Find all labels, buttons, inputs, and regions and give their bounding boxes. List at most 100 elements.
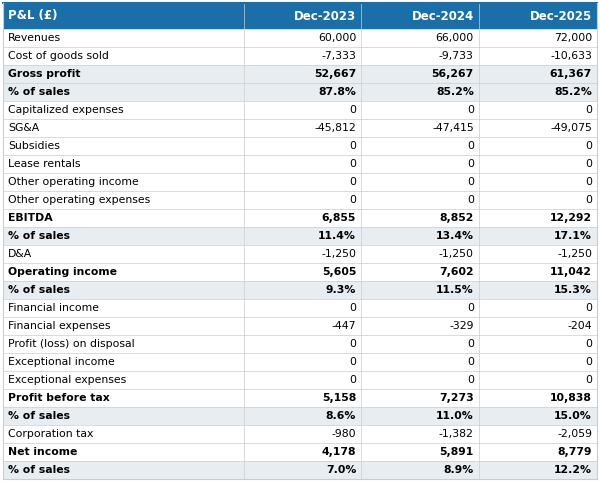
- Text: 11,042: 11,042: [550, 267, 592, 277]
- Text: 0: 0: [349, 105, 356, 115]
- Text: 5,891: 5,891: [440, 447, 474, 457]
- Bar: [3, 65, 597, 83]
- Bar: [3, 461, 597, 479]
- Text: 60,000: 60,000: [318, 33, 356, 43]
- Text: -329: -329: [449, 321, 474, 331]
- Text: -1,250: -1,250: [439, 249, 474, 259]
- Text: 61,367: 61,367: [550, 69, 592, 79]
- Bar: [3, 317, 597, 335]
- Text: Net income: Net income: [8, 447, 77, 457]
- Text: 85.2%: 85.2%: [554, 87, 592, 97]
- Text: 11.5%: 11.5%: [436, 285, 474, 295]
- Text: 6,855: 6,855: [322, 213, 356, 223]
- Text: -10,633: -10,633: [550, 51, 592, 61]
- Text: 13.4%: 13.4%: [436, 231, 474, 241]
- Bar: [3, 119, 597, 137]
- Bar: [3, 407, 597, 425]
- Bar: [3, 173, 597, 191]
- Text: 0: 0: [349, 159, 356, 169]
- Text: Subsidies: Subsidies: [8, 141, 60, 151]
- Text: -45,812: -45,812: [314, 123, 356, 133]
- Bar: [3, 209, 597, 227]
- Text: Revenues: Revenues: [8, 33, 61, 43]
- Text: -47,415: -47,415: [432, 123, 474, 133]
- Text: 8.9%: 8.9%: [443, 465, 474, 475]
- Text: Dec-2023: Dec-2023: [294, 9, 356, 22]
- Text: % of sales: % of sales: [8, 411, 70, 421]
- Text: % of sales: % of sales: [8, 87, 70, 97]
- Text: Corporation tax: Corporation tax: [8, 429, 94, 439]
- Text: Exceptional expenses: Exceptional expenses: [8, 375, 126, 385]
- Text: 0: 0: [467, 105, 474, 115]
- Text: % of sales: % of sales: [8, 231, 70, 241]
- Bar: [3, 335, 597, 353]
- Text: 11.4%: 11.4%: [319, 231, 356, 241]
- Text: % of sales: % of sales: [8, 285, 70, 295]
- Text: 5,158: 5,158: [322, 393, 356, 403]
- Bar: [3, 47, 597, 65]
- Text: 7,273: 7,273: [439, 393, 474, 403]
- Text: Exceptional income: Exceptional income: [8, 357, 115, 367]
- Bar: [3, 137, 597, 155]
- Text: 0: 0: [585, 195, 592, 205]
- Text: -9,733: -9,733: [439, 51, 474, 61]
- Bar: [3, 245, 597, 263]
- Text: Operating income: Operating income: [8, 267, 117, 277]
- Text: 0: 0: [467, 375, 474, 385]
- Text: Financial expenses: Financial expenses: [8, 321, 110, 331]
- Text: % of sales: % of sales: [8, 465, 70, 475]
- Text: 8,852: 8,852: [439, 213, 474, 223]
- Text: 0: 0: [467, 339, 474, 349]
- Text: 0: 0: [349, 141, 356, 151]
- Text: Profit (loss) on disposal: Profit (loss) on disposal: [8, 339, 134, 349]
- Text: 0: 0: [585, 159, 592, 169]
- Text: 8,779: 8,779: [557, 447, 592, 457]
- Text: Cost of goods sold: Cost of goods sold: [8, 51, 109, 61]
- Text: Financial income: Financial income: [8, 303, 99, 313]
- Text: Gross profit: Gross profit: [8, 69, 80, 79]
- Text: 7.0%: 7.0%: [326, 465, 356, 475]
- Text: 87.8%: 87.8%: [319, 87, 356, 97]
- Bar: [3, 299, 597, 317]
- Text: 0: 0: [467, 303, 474, 313]
- Text: 0: 0: [349, 375, 356, 385]
- Text: 0: 0: [585, 105, 592, 115]
- Text: -980: -980: [332, 429, 356, 439]
- Text: 0: 0: [349, 339, 356, 349]
- Text: -204: -204: [568, 321, 592, 331]
- Text: 0: 0: [585, 339, 592, 349]
- Bar: [3, 425, 597, 443]
- Bar: [3, 281, 597, 299]
- Text: Capitalized expenses: Capitalized expenses: [8, 105, 124, 115]
- Text: 5,605: 5,605: [322, 267, 356, 277]
- Text: 8.6%: 8.6%: [326, 411, 356, 421]
- Bar: [3, 101, 597, 119]
- Text: Dec-2024: Dec-2024: [412, 9, 474, 22]
- Text: 0: 0: [585, 303, 592, 313]
- Text: 0: 0: [585, 141, 592, 151]
- Text: 56,267: 56,267: [431, 69, 474, 79]
- Text: Lease rentals: Lease rentals: [8, 159, 80, 169]
- Text: Other operating income: Other operating income: [8, 177, 139, 187]
- Text: P&L (£): P&L (£): [8, 9, 58, 22]
- Text: -7,333: -7,333: [322, 51, 356, 61]
- Text: 12,292: 12,292: [550, 213, 592, 223]
- Bar: [3, 389, 597, 407]
- Text: 0: 0: [349, 177, 356, 187]
- Text: 15.3%: 15.3%: [554, 285, 592, 295]
- Text: 0: 0: [349, 195, 356, 205]
- Text: 0: 0: [467, 159, 474, 169]
- Text: 85.2%: 85.2%: [436, 87, 474, 97]
- Text: -1,250: -1,250: [321, 249, 356, 259]
- Text: 4,178: 4,178: [322, 447, 356, 457]
- Bar: [3, 371, 597, 389]
- Bar: [3, 443, 597, 461]
- Bar: [3, 227, 597, 245]
- Text: 0: 0: [585, 177, 592, 187]
- Text: -1,250: -1,250: [557, 249, 592, 259]
- Bar: [3, 191, 597, 209]
- Text: 0: 0: [467, 141, 474, 151]
- Bar: [3, 155, 597, 173]
- Bar: [3, 29, 597, 47]
- Bar: [3, 83, 597, 101]
